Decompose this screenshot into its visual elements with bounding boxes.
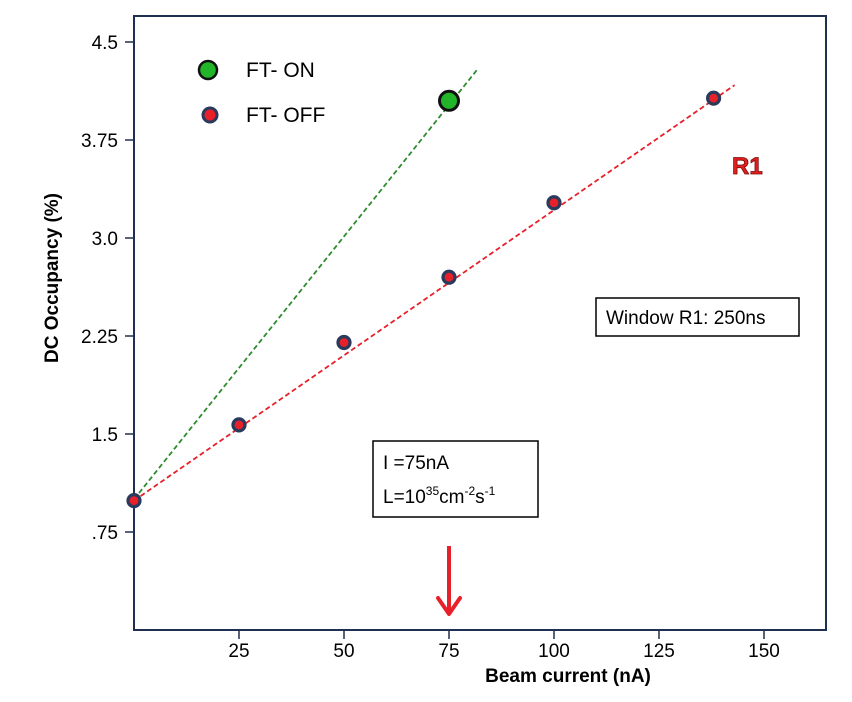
cm-exponent: -2 — [464, 484, 475, 498]
point-ft-off — [231, 417, 247, 433]
point-ft-off — [441, 269, 457, 285]
y-tick-label: 3.0 — [92, 229, 118, 250]
legend-label-ft-on: FT- ON — [246, 59, 315, 82]
x-tick-label: 150 — [748, 641, 780, 662]
window-annotation-box — [595, 297, 800, 337]
x-tick-label: 75 — [438, 641, 459, 662]
x-tick-label: 100 — [538, 641, 570, 662]
legend-marker-ft-on — [197, 59, 219, 81]
window-annotation: Window R1: 250ns — [595, 297, 800, 337]
beam-info-annotation: I =75nA L=1035cm-2s-1 — [372, 440, 539, 518]
beam-current-text: I =75nA — [383, 453, 449, 474]
point-ft-on — [438, 89, 460, 112]
legend-marker-ft-off — [201, 106, 219, 124]
fit-lines — [133, 67, 736, 502]
fit-line-ft-off — [133, 84, 736, 502]
luminosity-exponent: 35 — [426, 484, 440, 498]
s-exponent: -1 — [485, 484, 496, 498]
y-tick-label: 2.25 — [81, 327, 118, 348]
point-ft-off — [336, 334, 352, 351]
luminosity-cm: cm — [439, 487, 464, 508]
y-tick-label: 3.75 — [81, 131, 118, 152]
y-tick-label: 4.5 — [92, 33, 118, 54]
plot-frame — [133, 15, 827, 631]
x-tick-label: 50 — [333, 641, 354, 662]
beam-current-arrow — [436, 546, 462, 616]
point-ft-off — [705, 90, 722, 106]
beam-info-box — [372, 440, 539, 518]
luminosity-prefix: L=10 — [383, 487, 426, 508]
x-tick-label: 125 — [643, 641, 675, 662]
fit-line-ft-on — [133, 67, 480, 500]
region-label: R1 — [732, 153, 763, 180]
arrow-head — [436, 596, 462, 616]
point-ft-off — [546, 195, 562, 211]
legend: FT- ON FT- OFF — [197, 59, 325, 127]
luminosity-s: s — [475, 487, 485, 508]
y-tick-label: .75 — [92, 523, 118, 544]
x-axis-title: Beam current (nA) — [485, 666, 651, 687]
y-axis-title: DC Occupancy (%) — [42, 193, 63, 363]
luminosity-text: L=1035cm-2s-1 — [383, 484, 496, 508]
point-ft-off — [126, 493, 142, 509]
x-axis-ticks: 25 50 75 100 125 150 — [228, 630, 780, 662]
x-tick-label: 25 — [228, 641, 249, 662]
legend-label-ft-off: FT- OFF — [246, 104, 325, 127]
y-axis-ticks: .75 1.5 2.25 3.0 3.75 4.5 — [81, 33, 134, 544]
window-annotation-text: Window R1: 250ns — [606, 308, 765, 329]
y-tick-label: 1.5 — [92, 425, 118, 446]
data-points — [126, 89, 722, 509]
